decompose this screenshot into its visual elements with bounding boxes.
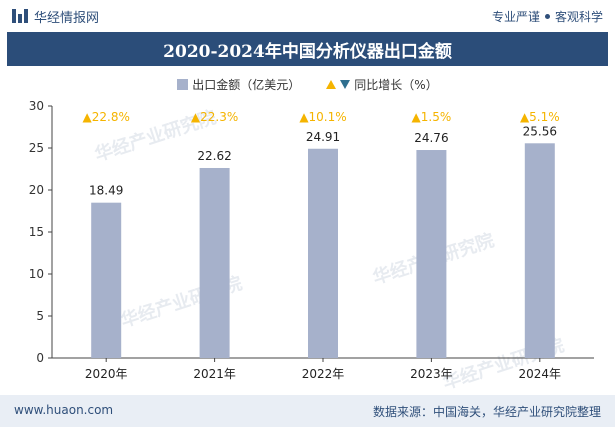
legend-label-growth: 同比增长（%）: [354, 78, 438, 92]
growth-label: ▲22.3%: [191, 110, 238, 124]
growth-label: ▲1.5%: [412, 110, 452, 124]
y-tick-label: 5: [36, 309, 44, 323]
bar-value-label: 25.56: [523, 124, 557, 138]
growth-label: ▲22.8%: [83, 110, 130, 124]
tagline-right: 客观科学: [554, 10, 603, 24]
title-bar: 2020-2024年中国分析仪器出口金额: [7, 32, 608, 66]
logo-icon: [12, 9, 28, 23]
y-tick-label: 0: [36, 351, 44, 365]
footer-site-link[interactable]: www.huaon.com: [14, 403, 114, 417]
header-tagline: 专业严谨 客观科学: [492, 8, 603, 25]
y-tick-label: 25: [29, 141, 44, 155]
bar-value-label: 18.49: [89, 184, 123, 198]
bar-value-label: 24.91: [306, 130, 340, 144]
bar: [524, 143, 555, 358]
triangle-up-icon: [326, 80, 337, 89]
x-tick-label: 2024年: [519, 367, 562, 381]
bar: [199, 167, 230, 358]
x-tick-label: 2023年: [410, 367, 453, 381]
bar: [308, 148, 338, 358]
separator-dot-icon: [544, 14, 550, 19]
y-tick-label: 20: [29, 183, 44, 197]
bar: [416, 150, 447, 358]
x-tick-label: 2022年: [302, 367, 345, 381]
legend-item-export: 出口金额（亿美元）: [177, 76, 300, 93]
legend: 出口金额（亿美元） 同比增长（%）: [0, 76, 615, 93]
legend-label-export: 出口金额（亿美元）: [192, 78, 301, 92]
x-tick-label: 2020年: [85, 367, 128, 381]
triangle-down-icon: [340, 80, 351, 89]
chart-title: 2020-2024年中国分析仪器出口金额: [163, 41, 452, 62]
footer-bar: www.huaon.com 数据来源：中国海关，华经产业研究院整理: [0, 395, 615, 427]
growth-label: ▲5.1%: [520, 110, 560, 124]
bar: [91, 202, 122, 358]
bar-value-label: 22.62: [197, 149, 231, 163]
bar-value-label: 24.76: [414, 131, 448, 145]
y-tick-label: 30: [29, 99, 44, 113]
x-tick-label: 2021年: [193, 367, 236, 381]
bar-swatch-icon: [177, 79, 189, 90]
tagline-left: 专业严谨: [491, 10, 540, 24]
top-header: 华经情报网 专业严谨 客观科学: [0, 0, 615, 32]
brand-name: 华经情报网: [34, 11, 100, 26]
growth-label: ▲10.1%: [299, 110, 346, 124]
bar-chart: 0 5 10 15 20 25 30 18.49 ▲22.8% 2020年 22.62 ▲22.3% 2…: [29, 99, 594, 381]
y-tick-label: 15: [29, 225, 44, 239]
y-tick-label: 10: [29, 267, 44, 281]
footer-source: 数据来源：中国海关，华经产业研究院整理: [372, 405, 601, 419]
legend-item-growth: 同比增长（%）: [326, 76, 438, 93]
